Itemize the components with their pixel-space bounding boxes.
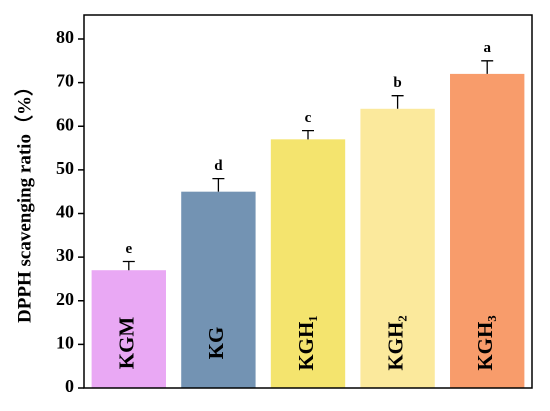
y-axis-label: DPPH scavenging ratio（%） (12, 77, 35, 323)
significance-label: a (483, 40, 491, 56)
error-bar (481, 60, 494, 74)
bar (360, 108, 435, 388)
significance-label: b (393, 75, 401, 91)
y-tick-label: 70 (56, 71, 74, 91)
y-tick-label: 0 (65, 376, 74, 396)
y-tick-label: 30 (56, 245, 74, 265)
bar (181, 191, 256, 388)
bar-label: KG (204, 327, 228, 360)
y-tick-label: 50 (56, 158, 74, 178)
plot-frame (83, 14, 533, 389)
bar (450, 73, 525, 388)
bar-label: KGH₁ (294, 315, 318, 370)
significance-label: d (214, 158, 223, 174)
bar-label: KGH₂ (383, 315, 407, 370)
bar-label: KGH₃ (473, 315, 497, 370)
error-bar (391, 95, 404, 109)
y-tick-label: 60 (56, 114, 74, 134)
bar-label: KGM (115, 317, 139, 370)
error-bar (212, 177, 225, 192)
significance-label: c (305, 110, 312, 126)
significance-label: e (125, 241, 132, 257)
error-bar (122, 260, 135, 271)
y-tick-label: 10 (56, 332, 74, 352)
bar (91, 270, 166, 388)
y-tick-label: 40 (56, 202, 74, 222)
error-bar (302, 129, 314, 140)
y-tick-label: 80 (56, 27, 74, 47)
y-tick-label: 20 (56, 289, 74, 309)
bar (270, 139, 346, 388)
